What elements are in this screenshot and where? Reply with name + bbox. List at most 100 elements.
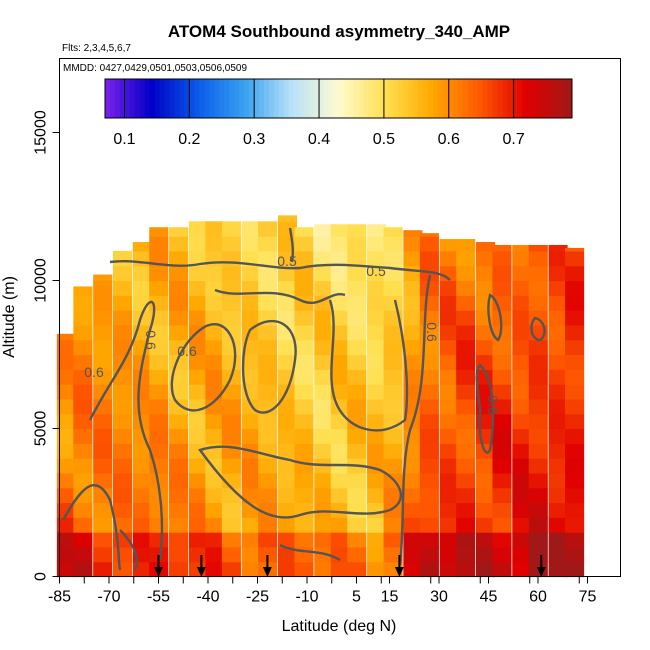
heat-cell [330,472,350,489]
heat-cell [419,413,439,430]
heat-cell [73,324,93,341]
colorbar-segment [532,79,538,118]
heat-cell [528,532,548,548]
heat-cell [439,472,459,489]
heat-cell [512,561,532,578]
flight-arrow-head [154,567,163,577]
heat-cell [439,324,459,341]
heat-cell [169,561,189,578]
colorbar-segment [149,79,156,118]
colorbar-segment [194,79,200,118]
heat-cell [241,265,261,282]
heat-cell [347,295,367,311]
colorbar-segment [353,79,359,118]
colorbar-tick-label: 0.4 [308,131,330,148]
colorbar-segment [393,79,399,118]
heat-cell [383,532,403,548]
heat-cell [456,384,476,400]
heat-cell [383,280,403,296]
heat-cell [221,517,241,533]
x-tick-label: 30 [430,589,448,606]
colorbar-tick-label: 0.3 [243,131,265,148]
heat-cell [277,561,298,578]
heat-cell [330,354,350,370]
y-axis: 0 5000 10000 15000 [33,110,60,581]
heat-cell [188,354,208,370]
heat-cell [439,369,459,385]
heat-cell [403,230,423,237]
heat-cell [548,546,568,563]
heat-cell [439,250,459,267]
heat-cell [314,265,334,282]
heat-cell [347,324,367,341]
heat-cell [73,413,93,430]
heat-cell [419,458,439,474]
heat-cell [112,443,133,459]
colorbar-segment [388,79,394,118]
heat-cell [314,224,334,237]
heat-cell [330,428,350,444]
heat-cell [548,339,568,356]
heat-cell [367,532,387,548]
colorbar-segment [512,79,518,118]
heat-cell [367,428,387,444]
heat-cell [512,398,532,415]
heat-cell [475,546,496,563]
x-tick-label: -25 [246,589,269,606]
heat-cell [548,250,568,267]
heat-cell [367,250,387,267]
colorbar-segment [452,79,459,118]
heat-cell [258,502,278,518]
heat-cell [73,517,93,533]
heat-cell [314,561,334,578]
colorbar-segment [363,79,369,118]
heat-cell [548,413,568,430]
heat-cell [403,443,423,459]
heat-cell [169,227,189,237]
heat-cell [314,487,334,504]
heat-cell [149,324,169,341]
colorbar-segment [268,79,275,118]
heat-cell [512,443,532,459]
heat-cell [56,532,76,548]
heat-cell [132,369,152,385]
heat-cell [439,428,459,444]
heat-cell [512,354,532,370]
heat-cell [403,502,423,518]
colorbar-segment [522,79,528,118]
heat-cell [528,546,548,563]
heat-cell [73,384,93,400]
heat-cell [221,561,241,578]
colorbar-segment [527,79,533,118]
heat-cell [419,354,439,370]
heat-cell [221,428,241,444]
heat-cell [367,472,387,489]
heat-cell [258,265,278,282]
heat-cell [73,295,93,311]
heat-cell [188,487,208,504]
heat-cell [492,502,512,518]
heat-cell [294,458,314,474]
y-tick-label: 0 [33,572,50,581]
heat-cell [132,310,152,326]
colorbar-segment [373,79,379,118]
heat-cell [132,532,152,548]
heat-cell [241,250,261,267]
flight-arrow-head [394,567,404,577]
heat-cell [512,502,532,518]
heat-cell [258,532,278,548]
heat-cell [475,532,496,548]
heat-cell [367,561,387,578]
heat-cell [512,369,532,385]
heat-cell [347,265,367,282]
heat-cell [330,517,350,533]
heat-cell [383,354,403,370]
heat-cell [314,384,334,400]
heat-cell [241,472,261,489]
colorbar-segment [422,79,429,118]
heat-cell [132,280,152,296]
heat-cell [112,310,133,326]
colorbar-tick-label: 0.6 [438,131,460,148]
heat-cell [330,369,350,385]
x-tick-label: 60 [529,589,547,606]
